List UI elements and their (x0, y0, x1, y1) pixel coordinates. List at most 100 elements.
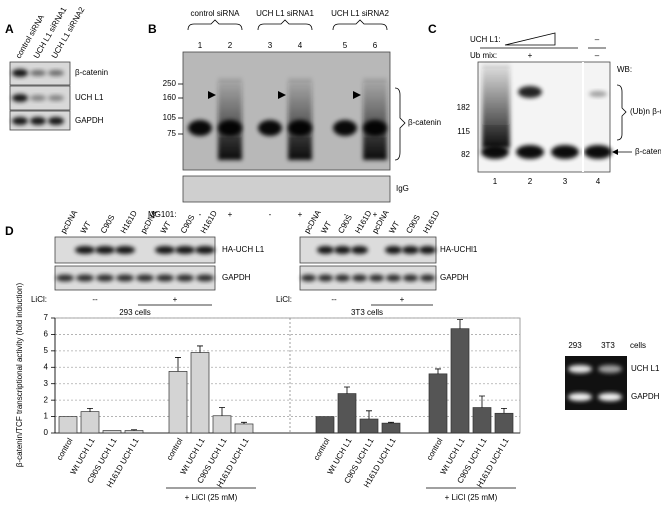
bar (234, 423, 254, 434)
bar (80, 411, 100, 434)
row-label: HA-UCH L1 (222, 245, 265, 254)
arrowhead (208, 91, 216, 99)
lane-number: 2 (528, 177, 533, 186)
mw-marker: 105 (163, 113, 177, 122)
bar (168, 371, 188, 434)
bracket (332, 19, 388, 31)
lane-label: C90S (336, 213, 354, 235)
mw-marker: 75 (167, 129, 176, 138)
blot-band (156, 274, 174, 282)
error-bar (131, 429, 137, 431)
gel-band (598, 393, 622, 401)
panel-label: C (428, 22, 437, 36)
blot-band (75, 246, 95, 254)
blot-band (76, 274, 94, 282)
blot-band (95, 246, 115, 254)
group-label: UCH L1 siRNA1 (256, 9, 314, 18)
lane-label: H161D (199, 209, 219, 235)
bar (190, 352, 210, 434)
y-tick-label: 1 (44, 412, 49, 421)
bar (124, 430, 144, 434)
lane-number: 3 (563, 177, 568, 186)
blot-band (196, 274, 214, 282)
lane-number: 4 (596, 177, 601, 186)
lane-number: 2 (228, 41, 233, 50)
lane-label: WT (79, 220, 93, 235)
blot-band (30, 70, 46, 76)
lane-label: WT (387, 220, 401, 235)
row-label: GAPDH (440, 273, 469, 282)
row-label: UCH L1 RNA (631, 364, 661, 373)
smear (482, 64, 510, 148)
bar (472, 407, 492, 434)
lane-label: WT (319, 220, 333, 235)
bar (494, 412, 514, 434)
blot-band (518, 86, 542, 98)
panel-label: B (148, 22, 157, 36)
licl-label: LiCl: (31, 295, 47, 304)
blot-band (317, 274, 334, 282)
group-label: control siRNA (191, 9, 241, 18)
bar (337, 393, 357, 434)
row-label: UCH L1: (470, 35, 501, 44)
error-bar (197, 345, 203, 353)
blot-band (419, 274, 436, 282)
blot-band (402, 246, 419, 254)
bar (428, 373, 448, 434)
row-label: β-catenin (75, 68, 108, 77)
group-label: UCH L1 siRNA2 (331, 9, 389, 18)
gel (565, 356, 627, 410)
error-bar (388, 421, 394, 424)
row-label: GAPDH (75, 116, 104, 125)
blot-band (402, 274, 419, 282)
lane-number: 1 (493, 177, 498, 186)
blot-band (385, 246, 402, 254)
bar (315, 416, 335, 434)
treatment-sign: - (199, 210, 202, 219)
lane-label: C90S (99, 213, 117, 235)
blot (182, 51, 391, 171)
y-tick-label: 5 (44, 346, 49, 355)
band-label: β-catenin (408, 118, 441, 127)
x-tick-label: control (165, 436, 185, 461)
bar (212, 415, 232, 434)
licl-sign: -- (331, 295, 337, 304)
gel-band (598, 365, 622, 373)
blot-band (96, 274, 114, 282)
lane-number: 1 (198, 41, 203, 50)
blot-band (30, 95, 46, 101)
blot (182, 175, 391, 203)
sign: + (528, 51, 533, 60)
error-bar (219, 407, 225, 416)
mw-marker: 160 (163, 93, 177, 102)
treatment-sign: + (373, 210, 378, 219)
treatment-sign: - (269, 210, 272, 219)
annotation: + LiCl (25 mM) (185, 493, 238, 502)
lane-label: pcDNA (139, 208, 160, 235)
plot-area (54, 317, 521, 434)
blot-band (351, 246, 368, 254)
mw-marker: 82 (461, 150, 470, 159)
column-label: cells (630, 341, 646, 350)
y-tick-label: 6 (44, 330, 49, 339)
blot-band (351, 274, 368, 282)
error-bar (479, 395, 485, 408)
treatment-label: MG101: (148, 210, 176, 219)
blot-band (288, 120, 312, 136)
bracket (257, 19, 313, 31)
mw-marker: 250 (163, 79, 177, 88)
arrowhead (353, 91, 361, 99)
row-label: GAPDH (222, 273, 251, 282)
lane-number: 3 (268, 41, 273, 50)
annotation: + LiCl (25 mM) (445, 493, 498, 502)
cell-line: 3T3 cells (351, 308, 383, 317)
blot-band (317, 246, 334, 254)
sign: – (595, 35, 600, 44)
lane-number: 6 (373, 41, 378, 50)
lane-label: WT (159, 220, 173, 235)
licl-label: LiCl: (276, 295, 292, 304)
column-label: 293 (568, 341, 582, 350)
wb-label: WB: (617, 65, 632, 74)
x-tick-label: control (55, 436, 75, 461)
